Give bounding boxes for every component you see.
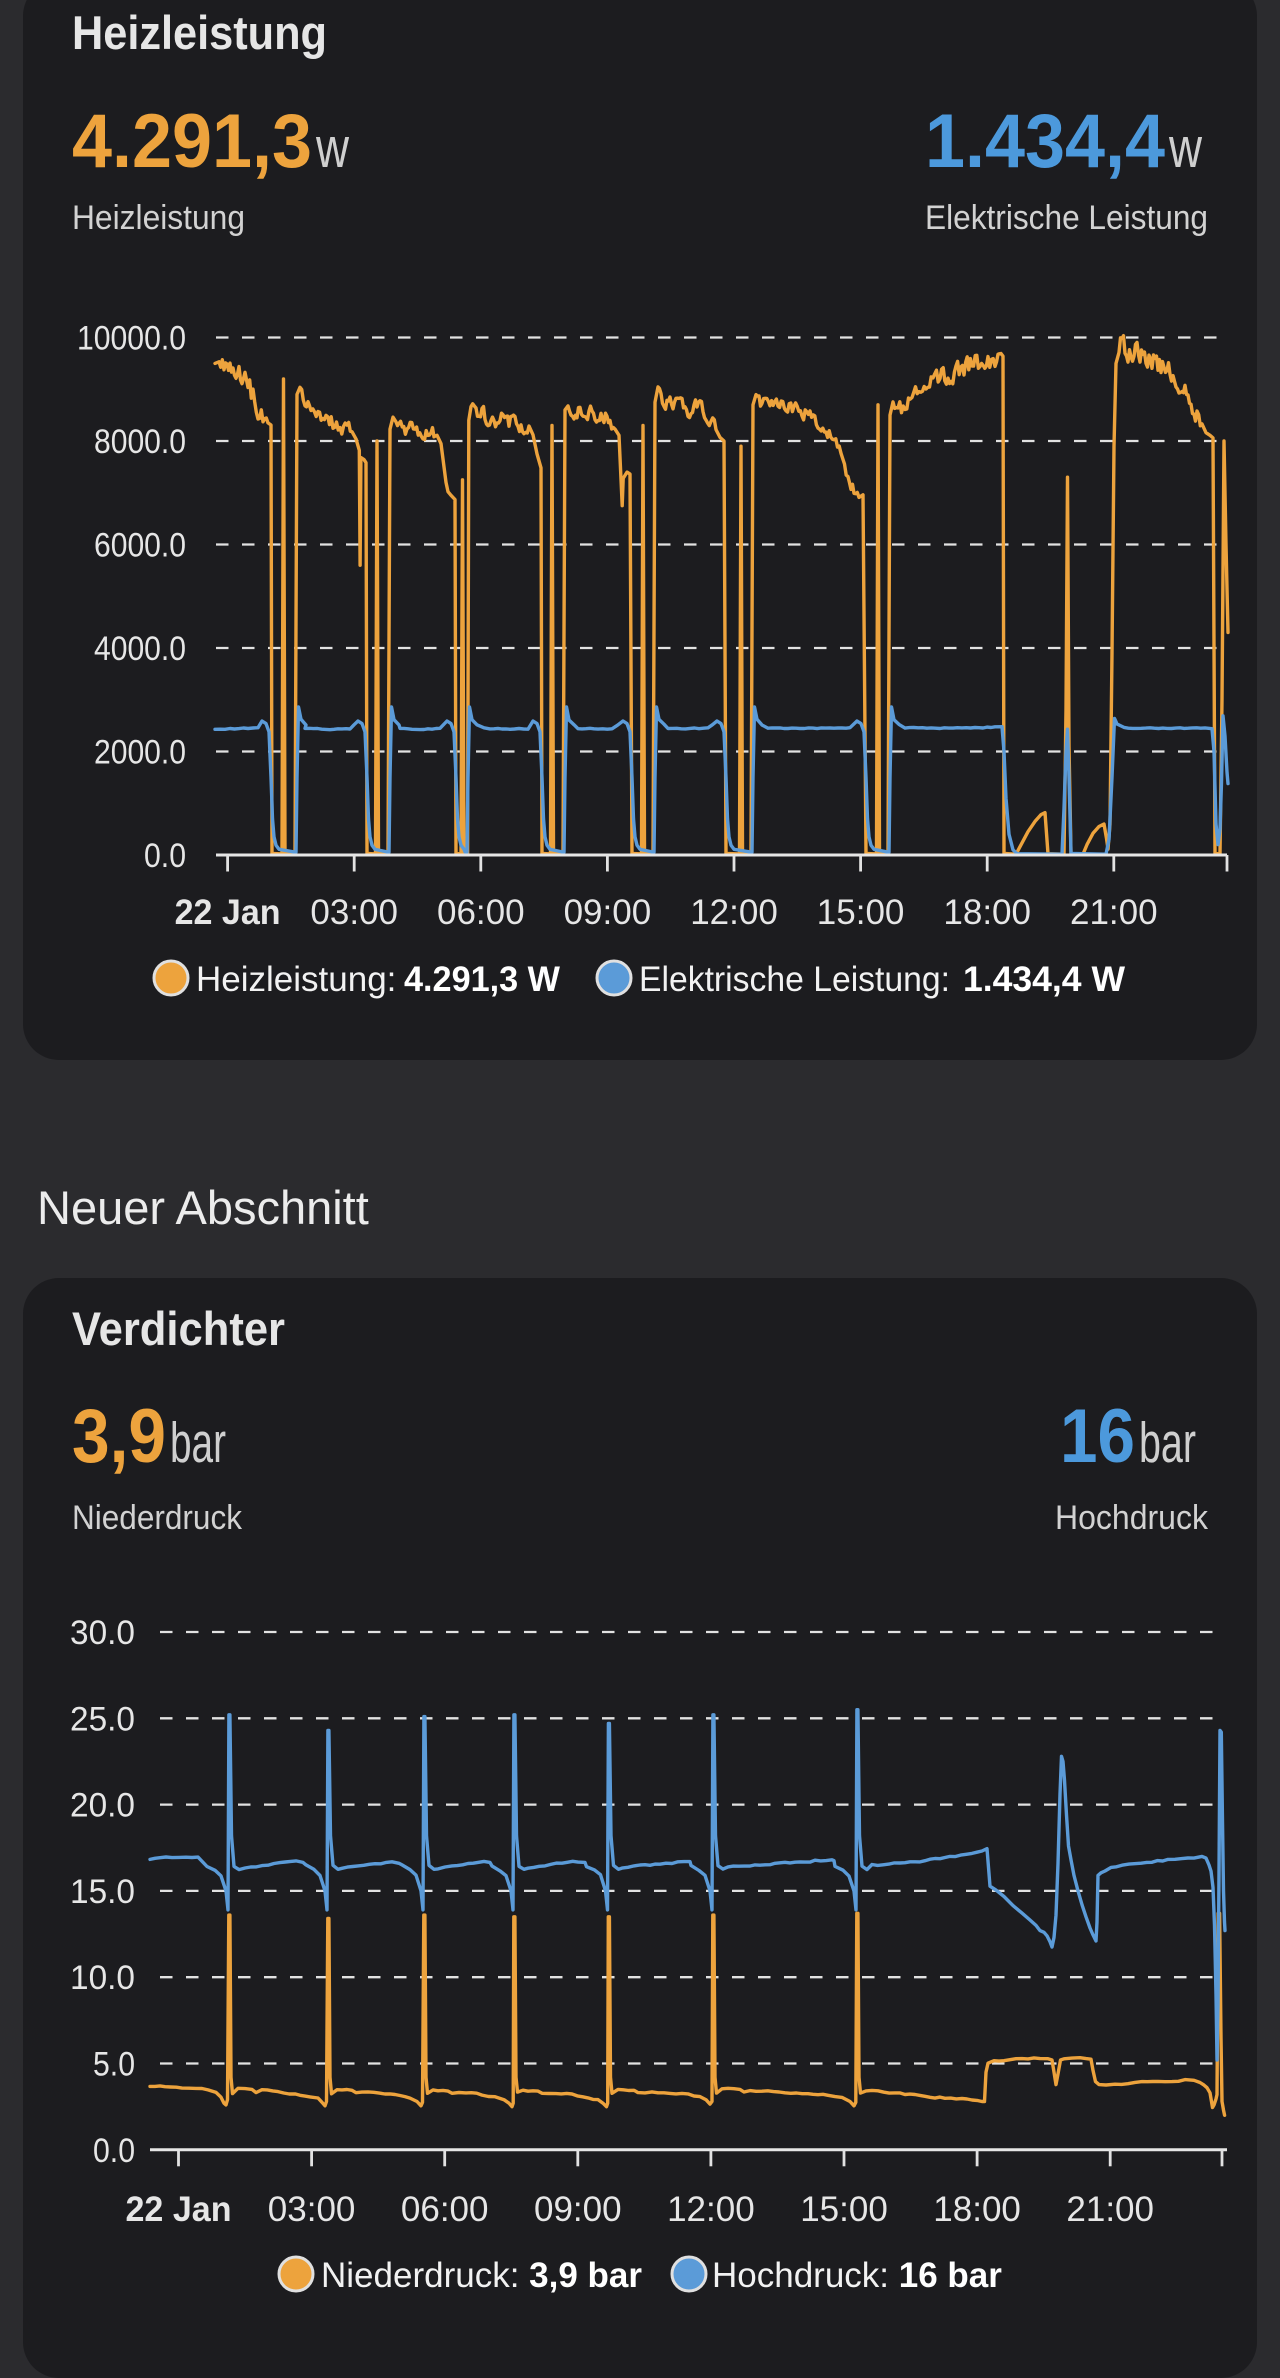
svg-text:20.0: 20.0 <box>70 1787 135 1825</box>
svg-text:10000.0: 10000.0 <box>77 320 186 358</box>
svg-text:4.291,3: 4.291,3 <box>72 99 312 184</box>
svg-text:22 Jan: 22 Jan <box>175 893 281 932</box>
svg-text:Verdichter: Verdichter <box>72 1302 285 1355</box>
svg-text:12:00: 12:00 <box>690 893 778 932</box>
svg-text:Neuer Abschnitt: Neuer Abschnitt <box>37 1181 369 1234</box>
svg-text:15:00: 15:00 <box>817 893 905 932</box>
svg-text:16: 16 <box>1060 1394 1135 1479</box>
svg-text:Elektrische Leistung:: Elektrische Leistung: <box>639 960 950 999</box>
svg-text:18:00: 18:00 <box>933 2190 1021 2229</box>
svg-text:15:00: 15:00 <box>800 2190 888 2229</box>
svg-text:0.0: 0.0 <box>144 837 186 875</box>
svg-text:Elektrische Leistung: Elektrische Leistung <box>925 199 1208 237</box>
svg-text:bar: bar <box>170 1411 226 1475</box>
svg-text:Heizleistung: Heizleistung <box>72 199 245 237</box>
svg-text:1.434,4: 1.434,4 <box>925 99 1165 184</box>
svg-text:09:00: 09:00 <box>534 2190 622 2229</box>
svg-text:22 Jan: 22 Jan <box>126 2190 232 2229</box>
svg-text:15.0: 15.0 <box>70 1873 135 1911</box>
svg-text:25.0: 25.0 <box>70 1700 135 1738</box>
svg-text:bar: bar <box>1139 1411 1196 1475</box>
svg-text:4.291,3 W: 4.291,3 W <box>404 960 560 999</box>
svg-text:06:00: 06:00 <box>437 893 525 932</box>
svg-text:18:00: 18:00 <box>943 893 1031 932</box>
svg-text:30.0: 30.0 <box>70 1614 135 1652</box>
svg-text:8000.0: 8000.0 <box>94 423 186 461</box>
svg-text:0.0: 0.0 <box>93 2132 135 2170</box>
svg-text:Heizleistung:: Heizleistung: <box>196 960 396 999</box>
svg-text:2000.0: 2000.0 <box>94 734 186 772</box>
svg-text:5.0: 5.0 <box>93 2046 135 2084</box>
svg-text:03:00: 03:00 <box>310 893 398 932</box>
svg-text:06:00: 06:00 <box>401 2190 489 2229</box>
svg-text:Heizleistung: Heizleistung <box>72 6 327 59</box>
svg-text:w: w <box>315 116 349 180</box>
svg-text:Niederdruck: 3,9 bar: Niederdruck: 3,9 bar <box>321 2256 642 2295</box>
svg-text:10.0: 10.0 <box>70 1959 135 1997</box>
svg-text:4000.0: 4000.0 <box>94 630 186 668</box>
svg-text:1.434,4 W: 1.434,4 W <box>963 960 1125 999</box>
svg-text:03:00: 03:00 <box>268 2190 356 2229</box>
svg-text:w: w <box>1168 116 1202 180</box>
svg-text:21:00: 21:00 <box>1066 2190 1154 2229</box>
svg-text:3,9: 3,9 <box>72 1394 166 1479</box>
svg-text:Niederdruck: Niederdruck <box>72 1499 243 1537</box>
svg-text:12:00: 12:00 <box>667 2190 755 2229</box>
svg-text:6000.0: 6000.0 <box>94 527 186 565</box>
svg-text:09:00: 09:00 <box>564 893 652 932</box>
svg-text:Hochdruck: 16 bar: Hochdruck: 16 bar <box>712 2256 1002 2295</box>
svg-text:Hochdruck: Hochdruck <box>1055 1499 1209 1537</box>
svg-text:21:00: 21:00 <box>1070 893 1158 932</box>
